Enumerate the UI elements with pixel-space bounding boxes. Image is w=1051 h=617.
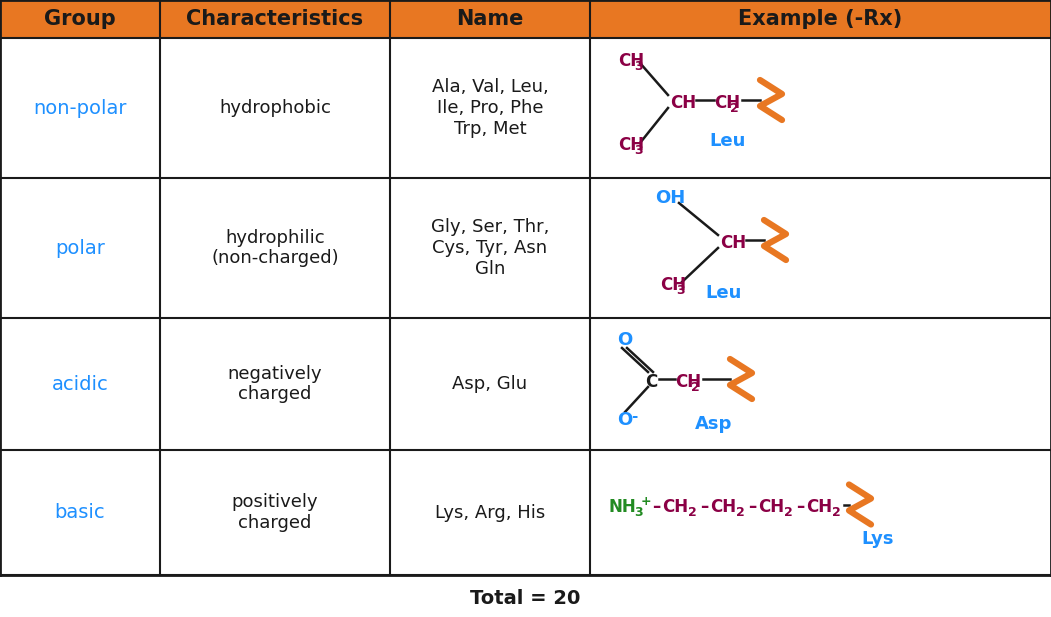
Text: CH: CH: [720, 234, 746, 252]
Text: Total = 20: Total = 20: [470, 589, 580, 608]
Text: Group: Group: [44, 9, 116, 29]
Text: CH: CH: [660, 276, 686, 294]
Text: 3: 3: [634, 144, 643, 157]
Text: non-polar: non-polar: [34, 99, 127, 117]
Text: 2: 2: [692, 381, 700, 394]
Text: hydrophobic: hydrophobic: [219, 99, 331, 117]
Text: hydrophilic
(non-charged): hydrophilic (non-charged): [211, 229, 338, 267]
Text: C: C: [645, 373, 657, 391]
Text: CH: CH: [714, 94, 740, 112]
Text: –: –: [796, 499, 804, 516]
Text: 3: 3: [634, 506, 642, 519]
Text: -: -: [631, 408, 637, 423]
Text: Ala, Val, Leu,
Ile, Pro, Phe
Trp, Met: Ala, Val, Leu, Ile, Pro, Phe Trp, Met: [432, 78, 549, 138]
Text: negatively
charged: negatively charged: [228, 365, 323, 404]
Text: Leu: Leu: [705, 284, 741, 302]
Text: 2: 2: [736, 506, 745, 519]
Text: Lys, Arg, His: Lys, Arg, His: [435, 503, 545, 521]
Text: 2: 2: [832, 506, 841, 519]
Text: Gly, Ser, Thr,
Cys, Tyr, Asn
Gln: Gly, Ser, Thr, Cys, Tyr, Asn Gln: [431, 218, 550, 278]
Text: –: –: [700, 499, 708, 516]
Text: 3: 3: [634, 60, 643, 73]
Text: Leu: Leu: [709, 132, 745, 150]
Text: positively
charged: positively charged: [231, 493, 318, 532]
Text: Characteristics: Characteristics: [186, 9, 364, 29]
Text: CH: CH: [618, 136, 644, 154]
Text: Asp, Glu: Asp, Glu: [452, 375, 528, 393]
Text: 2: 2: [730, 102, 739, 115]
Text: –: –: [748, 499, 757, 516]
Text: Lys: Lys: [861, 531, 893, 549]
Text: CH: CH: [618, 52, 644, 70]
Text: CH: CH: [675, 373, 701, 391]
Bar: [0, 0, 1051, 38]
Text: Name: Name: [456, 9, 523, 29]
Text: CH: CH: [806, 499, 832, 516]
Text: CH: CH: [710, 499, 736, 516]
Text: 3: 3: [676, 284, 685, 297]
Text: OH: OH: [655, 189, 685, 207]
Text: NH: NH: [607, 499, 636, 516]
Text: +: +: [641, 495, 652, 508]
Text: –: –: [652, 499, 660, 516]
Text: polar: polar: [55, 239, 105, 257]
Text: Example (-Rx): Example (-Rx): [739, 9, 903, 29]
Text: Asp: Asp: [695, 415, 733, 433]
Text: CH: CH: [758, 499, 784, 516]
Text: acidic: acidic: [51, 375, 108, 394]
Text: O: O: [617, 331, 633, 349]
Text: 2: 2: [688, 506, 697, 519]
Text: basic: basic: [55, 503, 105, 522]
Text: O: O: [617, 411, 633, 429]
Text: 2: 2: [784, 506, 792, 519]
Text: CH: CH: [669, 94, 696, 112]
Text: CH: CH: [662, 499, 688, 516]
